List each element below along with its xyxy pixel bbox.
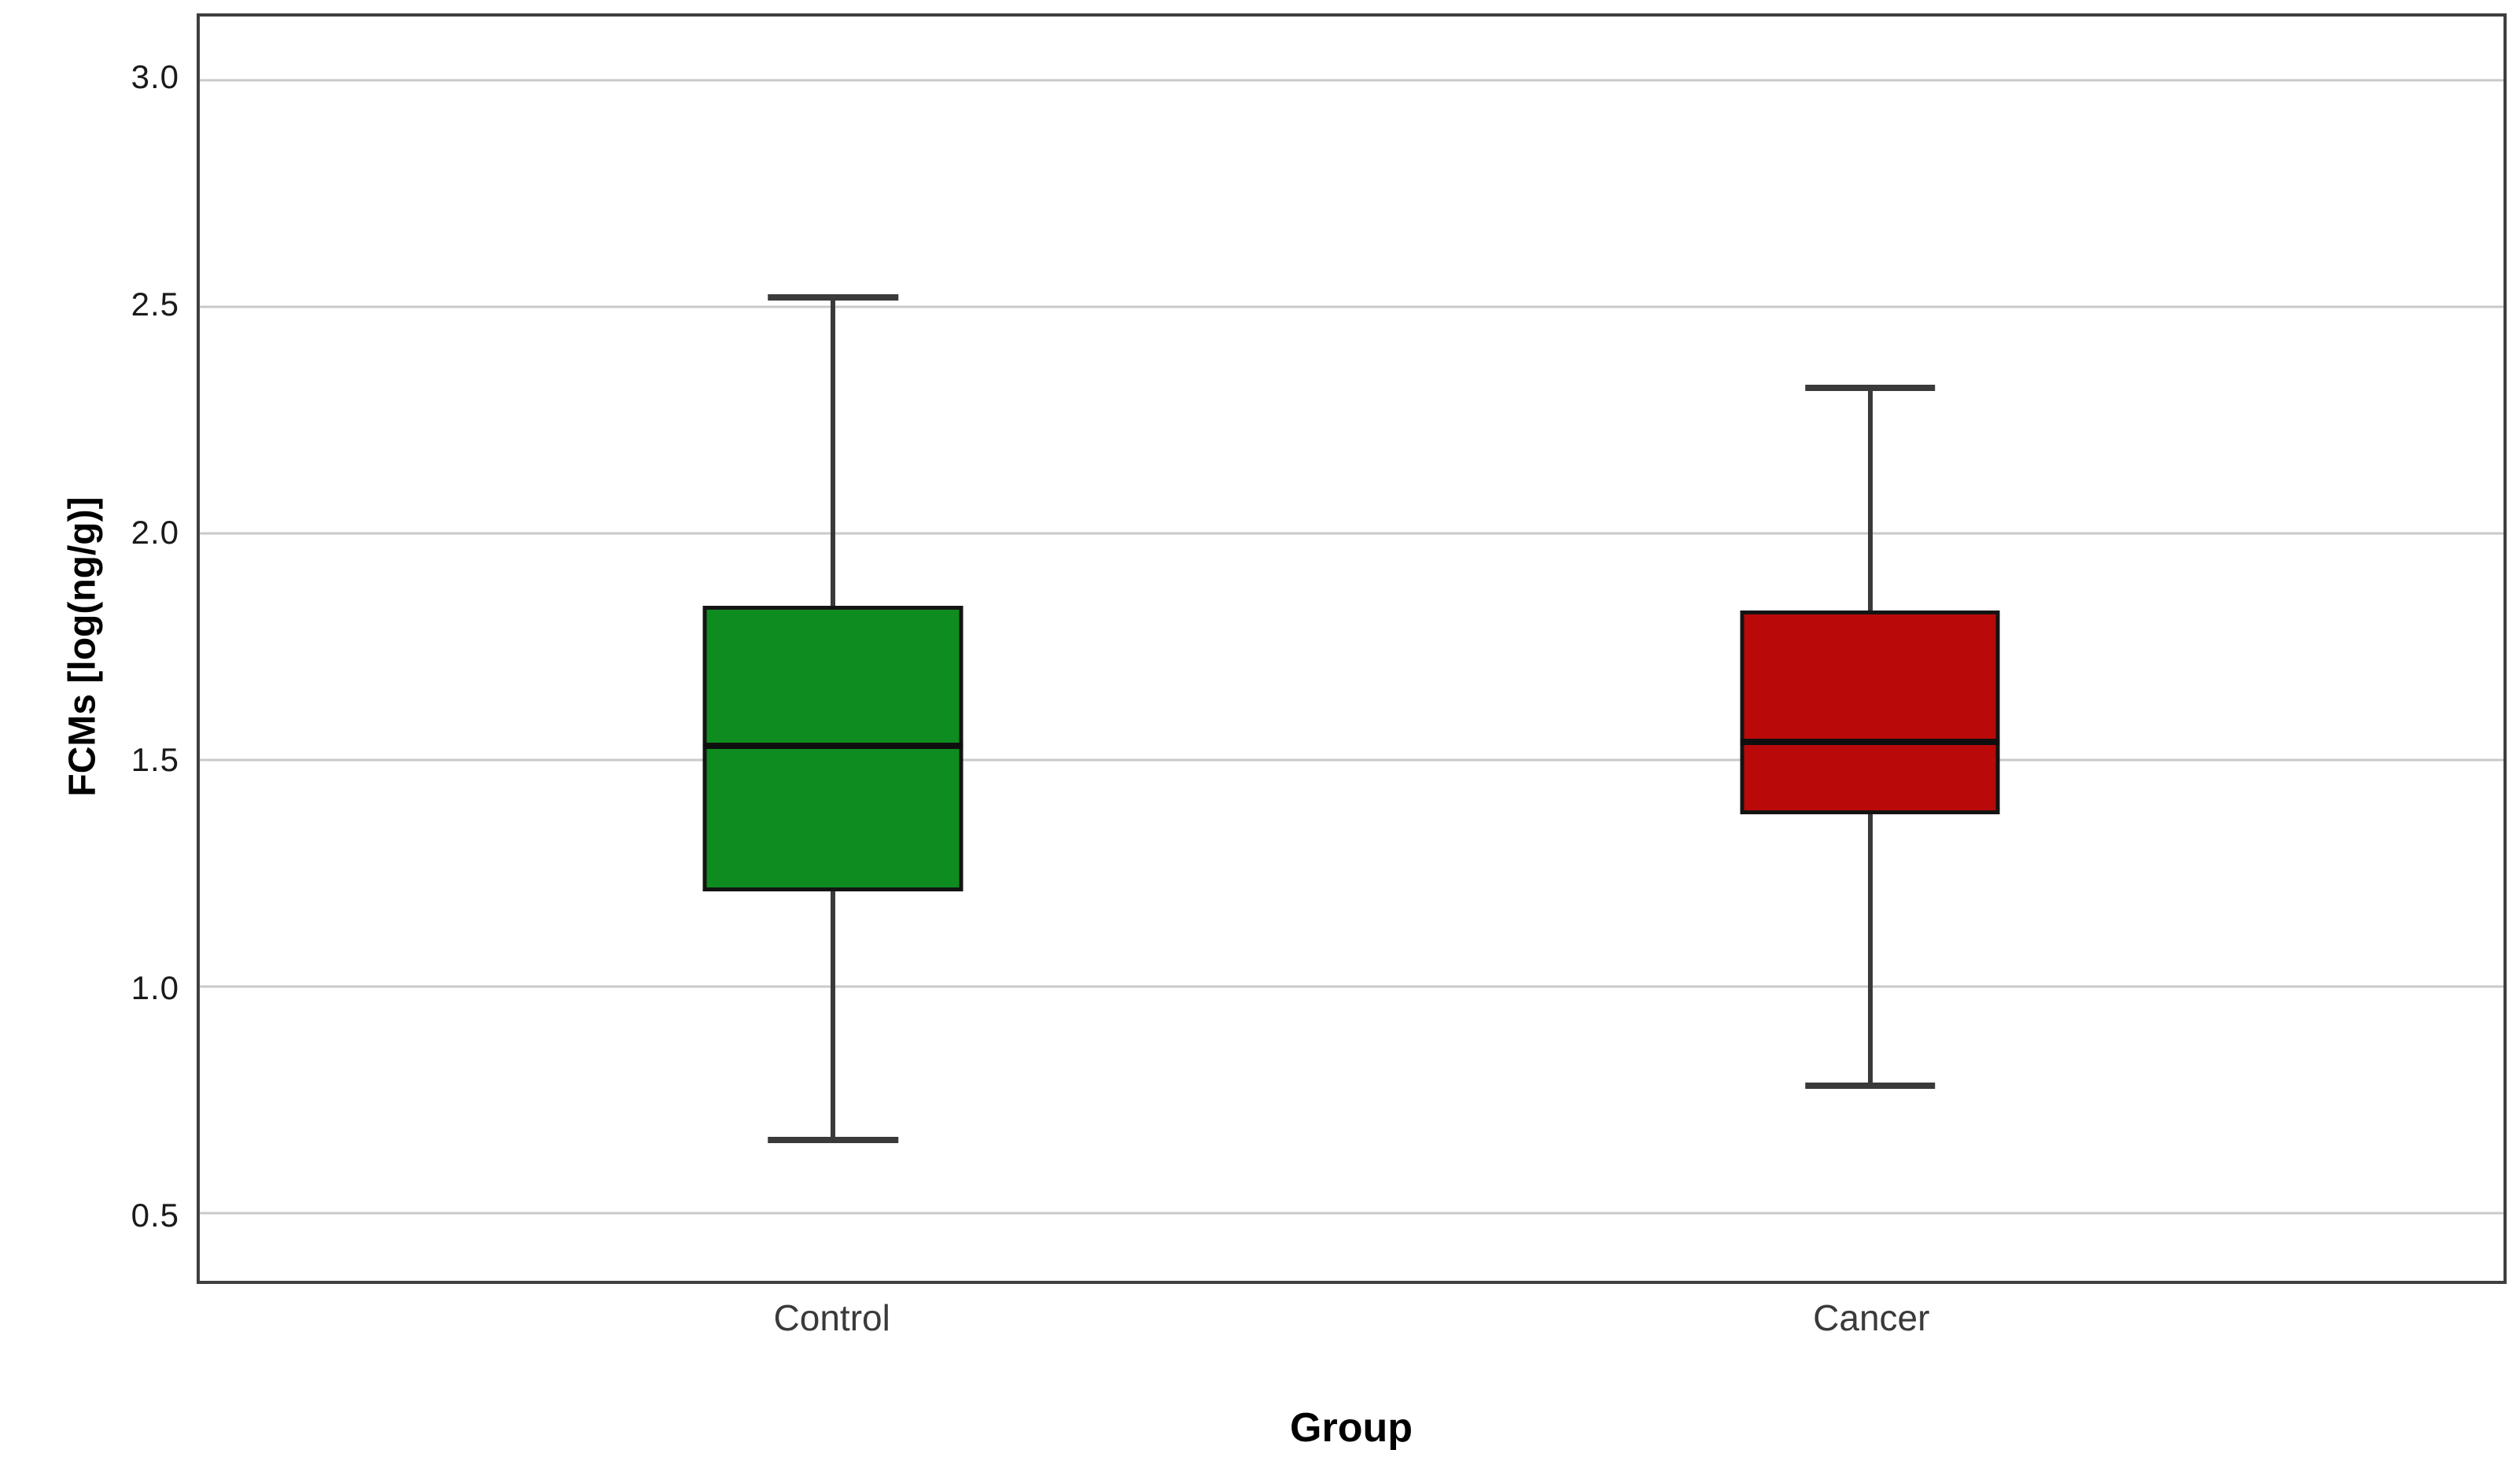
cancer-upper-whisker-line <box>1867 388 1873 611</box>
gridline-y-0.5 <box>200 1212 2503 1215</box>
y-tick-label-1.0: 1.0 <box>131 968 179 1006</box>
x-axis-title: Group <box>1290 1405 1413 1451</box>
control-upper-whisker-line <box>831 297 836 606</box>
y-axis: 0.5 1.0 1.5 2.0 2.5 3.0 <box>0 13 179 1284</box>
control-lower-whisker-cap <box>768 1137 899 1144</box>
cancer-median-line <box>1740 738 2000 745</box>
x-tick-label-control: Control <box>773 1297 890 1338</box>
x-tick-label-cancer: Cancer <box>1813 1297 1930 1338</box>
cancer-upper-whisker-cap <box>1804 385 1936 392</box>
y-tick-label-2.0: 2.0 <box>131 513 179 551</box>
gridline-y-1.0 <box>200 985 2503 988</box>
x-axis: Control Cancer <box>197 1297 2507 1359</box>
control-upper-whisker-cap <box>768 294 899 301</box>
y-tick-label-1.5: 1.5 <box>131 741 179 779</box>
gridline-y-2.5 <box>200 305 2503 308</box>
control-median-line <box>702 743 963 750</box>
gridline-y-3.0 <box>200 79 2503 82</box>
gridline-y-2.0 <box>200 532 2503 535</box>
control-lower-whisker-line <box>831 891 836 1141</box>
plot-area <box>197 13 2507 1284</box>
gridline-y-1.5 <box>200 758 2503 762</box>
y-tick-label-0.5: 0.5 <box>131 1197 179 1234</box>
cancer-lower-whisker-line <box>1867 813 1873 1086</box>
y-tick-label-3.0: 3.0 <box>131 58 179 96</box>
cancer-lower-whisker-cap <box>1804 1083 1936 1090</box>
cancer-box <box>1740 610 2000 814</box>
y-tick-label-2.5: 2.5 <box>131 286 179 323</box>
